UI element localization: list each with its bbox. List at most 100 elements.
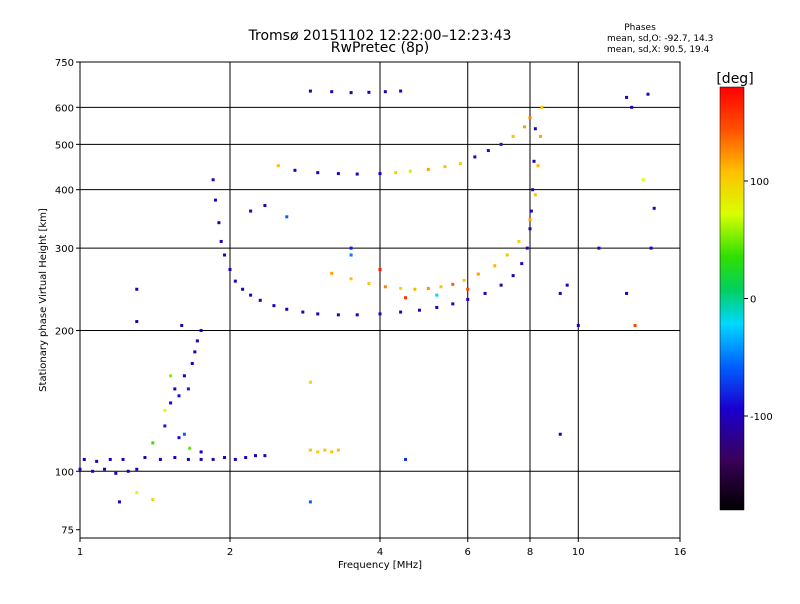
data-point	[114, 471, 118, 475]
data-point	[652, 206, 656, 210]
data-point	[108, 457, 112, 461]
data-point	[426, 286, 430, 290]
data-point	[625, 291, 629, 295]
data-point	[413, 287, 417, 291]
data-point	[91, 469, 95, 473]
data-point	[531, 188, 535, 192]
colorbar-unit: [deg]	[716, 71, 753, 87]
data-point	[435, 293, 439, 297]
data-point	[499, 283, 503, 287]
legend-line-o: mean, sd,O: -92.7, 14.3	[607, 34, 713, 44]
data-point	[126, 469, 130, 473]
y-tick-label: 600	[55, 103, 74, 114]
data-point	[349, 246, 353, 250]
data-point	[169, 374, 173, 378]
x-tick-label: 16	[674, 547, 687, 558]
data-point	[135, 287, 139, 291]
data-point	[378, 172, 382, 176]
data-point	[241, 287, 245, 291]
data-point	[633, 323, 637, 327]
data-point	[186, 387, 190, 391]
y-tick-label: 100	[55, 467, 74, 478]
y-axis-ticks: 75 100 200 300 400 500 600 750	[55, 58, 80, 537]
data-point	[169, 401, 173, 405]
data-point	[308, 448, 312, 452]
data-point	[649, 246, 653, 250]
data-points	[78, 89, 656, 504]
data-point	[403, 457, 407, 461]
data-point	[451, 302, 455, 306]
y-tick-label: 400	[55, 186, 74, 197]
data-point	[182, 374, 186, 378]
data-point	[399, 310, 403, 314]
data-point	[646, 92, 650, 96]
data-point	[258, 298, 262, 302]
colorbar	[719, 86, 745, 511]
data-point	[528, 227, 532, 231]
data-point	[367, 282, 371, 286]
data-point	[466, 297, 470, 301]
data-point	[103, 467, 107, 471]
data-point	[511, 134, 515, 138]
data-point	[330, 450, 334, 454]
data-point	[408, 169, 412, 173]
y-tick-label: 750	[55, 58, 74, 69]
chart-title: Tromsø 20151102 12:22:00–12:23:43	[248, 28, 512, 44]
data-point	[190, 361, 194, 365]
data-point	[517, 239, 521, 243]
data-point	[195, 339, 199, 343]
data-point	[233, 279, 237, 283]
data-point	[426, 167, 430, 171]
data-point	[308, 380, 312, 384]
data-point	[520, 262, 524, 266]
data-point	[308, 500, 312, 504]
y-tick-label: 200	[55, 326, 74, 337]
data-point	[576, 323, 580, 327]
colorbar-ticks: 100 0 -100	[744, 177, 773, 423]
data-point	[473, 155, 477, 159]
data-point	[533, 193, 537, 197]
data-point	[336, 313, 340, 317]
x-tick-label: 6	[465, 547, 471, 558]
data-point	[466, 287, 470, 291]
data-point	[462, 278, 466, 282]
data-point	[143, 456, 147, 460]
data-point	[565, 283, 569, 287]
data-point	[135, 491, 139, 495]
data-point	[199, 457, 203, 461]
y-tick-label: 500	[55, 140, 74, 151]
data-point	[625, 95, 629, 99]
data-point	[417, 308, 421, 312]
data-point	[272, 304, 276, 308]
data-point	[316, 450, 320, 454]
data-point	[394, 171, 398, 175]
data-point	[228, 268, 232, 272]
data-point	[355, 172, 359, 176]
y-tick-label: 300	[55, 244, 74, 255]
data-point	[173, 456, 177, 460]
data-point	[378, 268, 382, 272]
data-point	[249, 209, 253, 213]
data-point	[483, 291, 487, 295]
x-tick-label: 1	[77, 547, 83, 558]
data-point	[336, 448, 340, 452]
data-point	[135, 320, 139, 324]
data-point	[158, 457, 162, 461]
data-point	[263, 204, 267, 208]
x-tick-label: 10	[572, 547, 585, 558]
data-point	[367, 90, 371, 94]
data-point	[399, 89, 403, 93]
data-point	[528, 116, 532, 120]
data-point	[211, 178, 215, 182]
data-point	[641, 178, 645, 182]
data-point	[263, 454, 267, 458]
data-point	[349, 253, 353, 257]
data-point	[182, 432, 186, 436]
data-point	[597, 246, 601, 250]
data-point	[511, 274, 515, 278]
data-point	[499, 142, 503, 146]
legend-title: Phases	[624, 23, 656, 33]
data-point	[403, 296, 407, 300]
data-point	[528, 218, 532, 222]
